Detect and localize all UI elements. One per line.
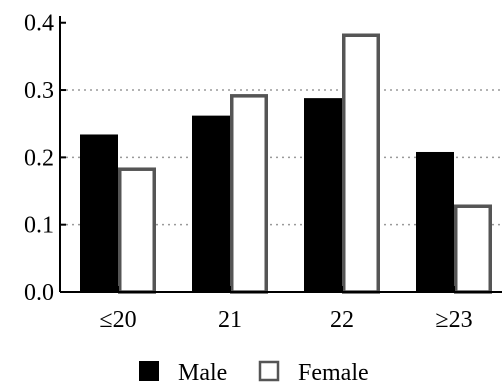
x-tick-label: 21 xyxy=(218,307,242,333)
x-tick-labels: ≤20 21 22 ≥23 xyxy=(99,307,472,333)
bar-female-0 xyxy=(118,167,156,294)
x-tick-label: ≤20 xyxy=(99,307,136,333)
bar-male-3 xyxy=(416,151,454,292)
legend-swatch-female xyxy=(258,360,280,382)
legend-label-female: Female xyxy=(298,360,369,386)
y-tick-label: 0.1 xyxy=(24,213,54,239)
bar-female-2 xyxy=(342,33,380,294)
x-tick-label: ≥23 xyxy=(435,307,472,333)
y-tick-labels: 0.0 0.1 0.2 0.3 0.4 xyxy=(24,11,54,306)
legend-swatch-male xyxy=(139,361,159,381)
y-tick-label: 0.2 xyxy=(24,145,54,171)
axis-layer xyxy=(59,16,502,293)
bar-male-0 xyxy=(80,134,118,292)
y-tick-label: 0.3 xyxy=(24,78,54,104)
bars-layer xyxy=(80,33,492,294)
bar-female-1 xyxy=(230,94,268,294)
y-tick-label: 0.4 xyxy=(24,11,54,37)
bar-male-2 xyxy=(304,98,342,292)
legend-label-male: Male xyxy=(178,360,227,386)
legend: Male Female xyxy=(139,360,369,386)
bar-female-3 xyxy=(454,204,492,294)
bar-male-1 xyxy=(192,115,230,292)
x-tick-label: 22 xyxy=(330,307,354,333)
y-tick-label: 0.0 xyxy=(24,280,54,306)
